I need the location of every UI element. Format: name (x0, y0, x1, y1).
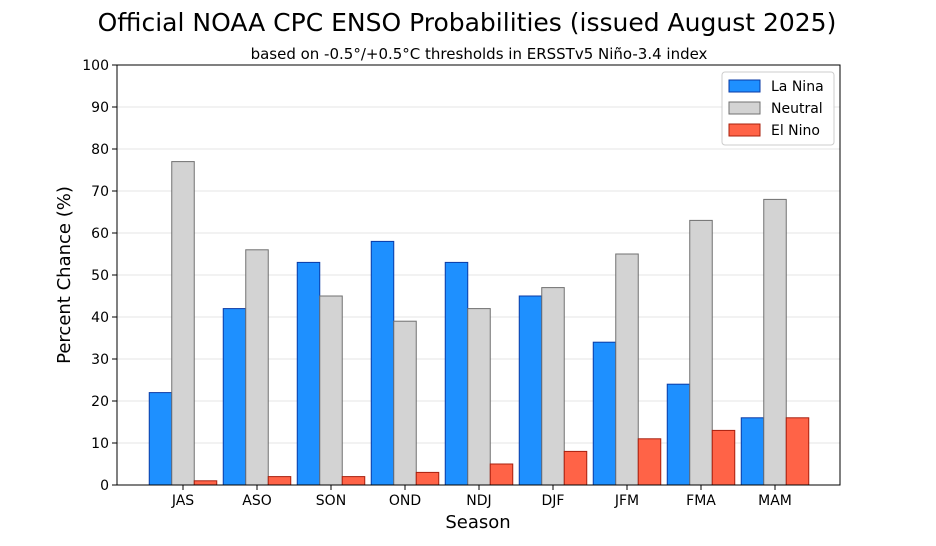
bar-la-nina-fma (666, 383, 691, 486)
bar-la-nina-son (296, 261, 321, 486)
legend-swatch-neutral (728, 101, 761, 115)
y-tick-label: 90 (91, 100, 109, 116)
x-axis-ticks: JAS ASO SON OND NDJ DJF JFM FMA MAM (171, 485, 792, 509)
bar-la-nina-mam (740, 417, 765, 486)
bar-el-nino-aso (267, 476, 292, 486)
bar-el-nino-fma (711, 429, 736, 486)
legend-swatch-el-nino (728, 123, 761, 137)
legend: La Nina Neutral El Nino (721, 71, 835, 146)
bar-neutral-mam (763, 198, 787, 486)
y-axis-ticks: 0 10 20 30 40 50 60 70 80 90 100 (82, 58, 117, 494)
chart-subtitle: based on -0.5°/+0.5°C thresholds in ERSS… (251, 45, 708, 63)
x-tick-label: ASO (242, 493, 271, 509)
bar-el-nino-jfm (637, 438, 662, 486)
legend-label-el-nino: El Nino (771, 123, 820, 139)
y-tick-label: 20 (91, 394, 109, 410)
x-tick-label: OND (389, 493, 421, 509)
x-axis-label: Season (445, 512, 510, 533)
legend-label-neutral: Neutral (771, 101, 823, 117)
bar-neutral-jas (171, 161, 195, 486)
bar-neutral-ndj (467, 308, 491, 486)
bar-el-nino-djf (563, 450, 588, 486)
chart-title: Official NOAA CPC ENSO Probabilities (is… (98, 8, 837, 37)
bar-la-nina-ndj (444, 261, 469, 486)
x-tick-label: DJF (542, 493, 565, 509)
bar-la-nina-djf (518, 295, 543, 486)
y-axis-label: Percent Chance (%) (54, 186, 75, 364)
bar-neutral-djf (541, 287, 565, 486)
bar-el-nino-ond (415, 471, 440, 486)
bar-la-nina-aso (222, 308, 247, 486)
bars (148, 161, 810, 486)
bar-neutral-jfm (615, 253, 639, 486)
y-tick-label: 30 (91, 352, 109, 368)
y-tick-label: 0 (100, 478, 109, 494)
bar-la-nina-jfm (592, 341, 617, 486)
bar-el-nino-mam (785, 417, 810, 486)
bar-neutral-aso (245, 249, 269, 486)
x-tick-label: MAM (758, 493, 792, 509)
x-tick-label: NDJ (466, 493, 491, 509)
x-tick-label: FMA (686, 493, 716, 509)
bar-neutral-fma (689, 219, 713, 486)
y-tick-label: 50 (91, 268, 109, 284)
bar-neutral-son (319, 295, 343, 486)
bar-el-nino-jas (193, 480, 218, 486)
y-tick-label: 40 (91, 310, 109, 326)
y-tick-label: 100 (82, 58, 109, 74)
x-tick-label: JAS (171, 493, 194, 509)
y-tick-label: 70 (91, 184, 109, 200)
y-tick-label: 60 (91, 226, 109, 242)
legend-label-la-nina: La Nina (771, 79, 824, 95)
x-tick-label: SON (316, 493, 346, 509)
y-tick-label: 10 (91, 436, 109, 452)
x-tick-label: JFM (614, 493, 639, 509)
bar-el-nino-son (341, 476, 366, 486)
bar-la-nina-ond (370, 240, 395, 486)
bar-la-nina-jas (148, 392, 173, 486)
bar-neutral-ond (393, 320, 417, 486)
y-tick-label: 80 (91, 142, 109, 158)
bar-el-nino-ndj (489, 463, 514, 486)
legend-swatch-la-nina (728, 79, 761, 93)
